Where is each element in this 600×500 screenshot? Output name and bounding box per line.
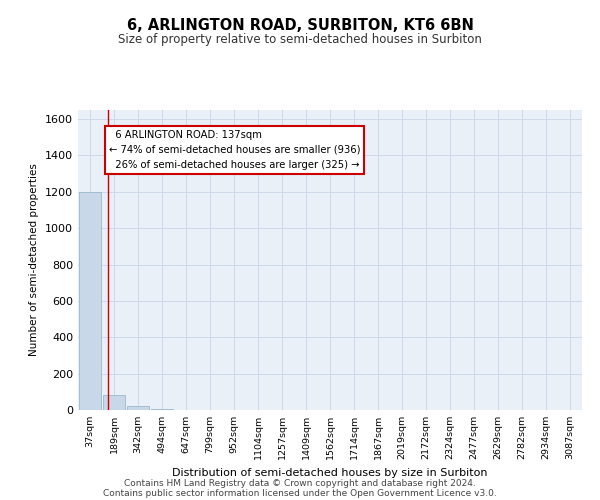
Text: Contains HM Land Registry data © Crown copyright and database right 2024.: Contains HM Land Registry data © Crown c… — [124, 478, 476, 488]
Text: Contains public sector information licensed under the Open Government Licence v3: Contains public sector information licen… — [103, 488, 497, 498]
Text: Size of property relative to semi-detached houses in Surbiton: Size of property relative to semi-detach… — [118, 32, 482, 46]
Y-axis label: Number of semi-detached properties: Number of semi-detached properties — [29, 164, 40, 356]
Text: 6 ARLINGTON ROAD: 137sqm
← 74% of semi-detached houses are smaller (936)
  26% o: 6 ARLINGTON ROAD: 137sqm ← 74% of semi-d… — [109, 130, 361, 170]
X-axis label: Distribution of semi-detached houses by size in Surbiton: Distribution of semi-detached houses by … — [172, 468, 488, 477]
Bar — [103, 394, 125, 410]
Text: 6, ARLINGTON ROAD, SURBITON, KT6 6BN: 6, ARLINGTON ROAD, SURBITON, KT6 6BN — [127, 18, 473, 32]
Bar — [79, 192, 101, 410]
Bar — [127, 406, 149, 410]
